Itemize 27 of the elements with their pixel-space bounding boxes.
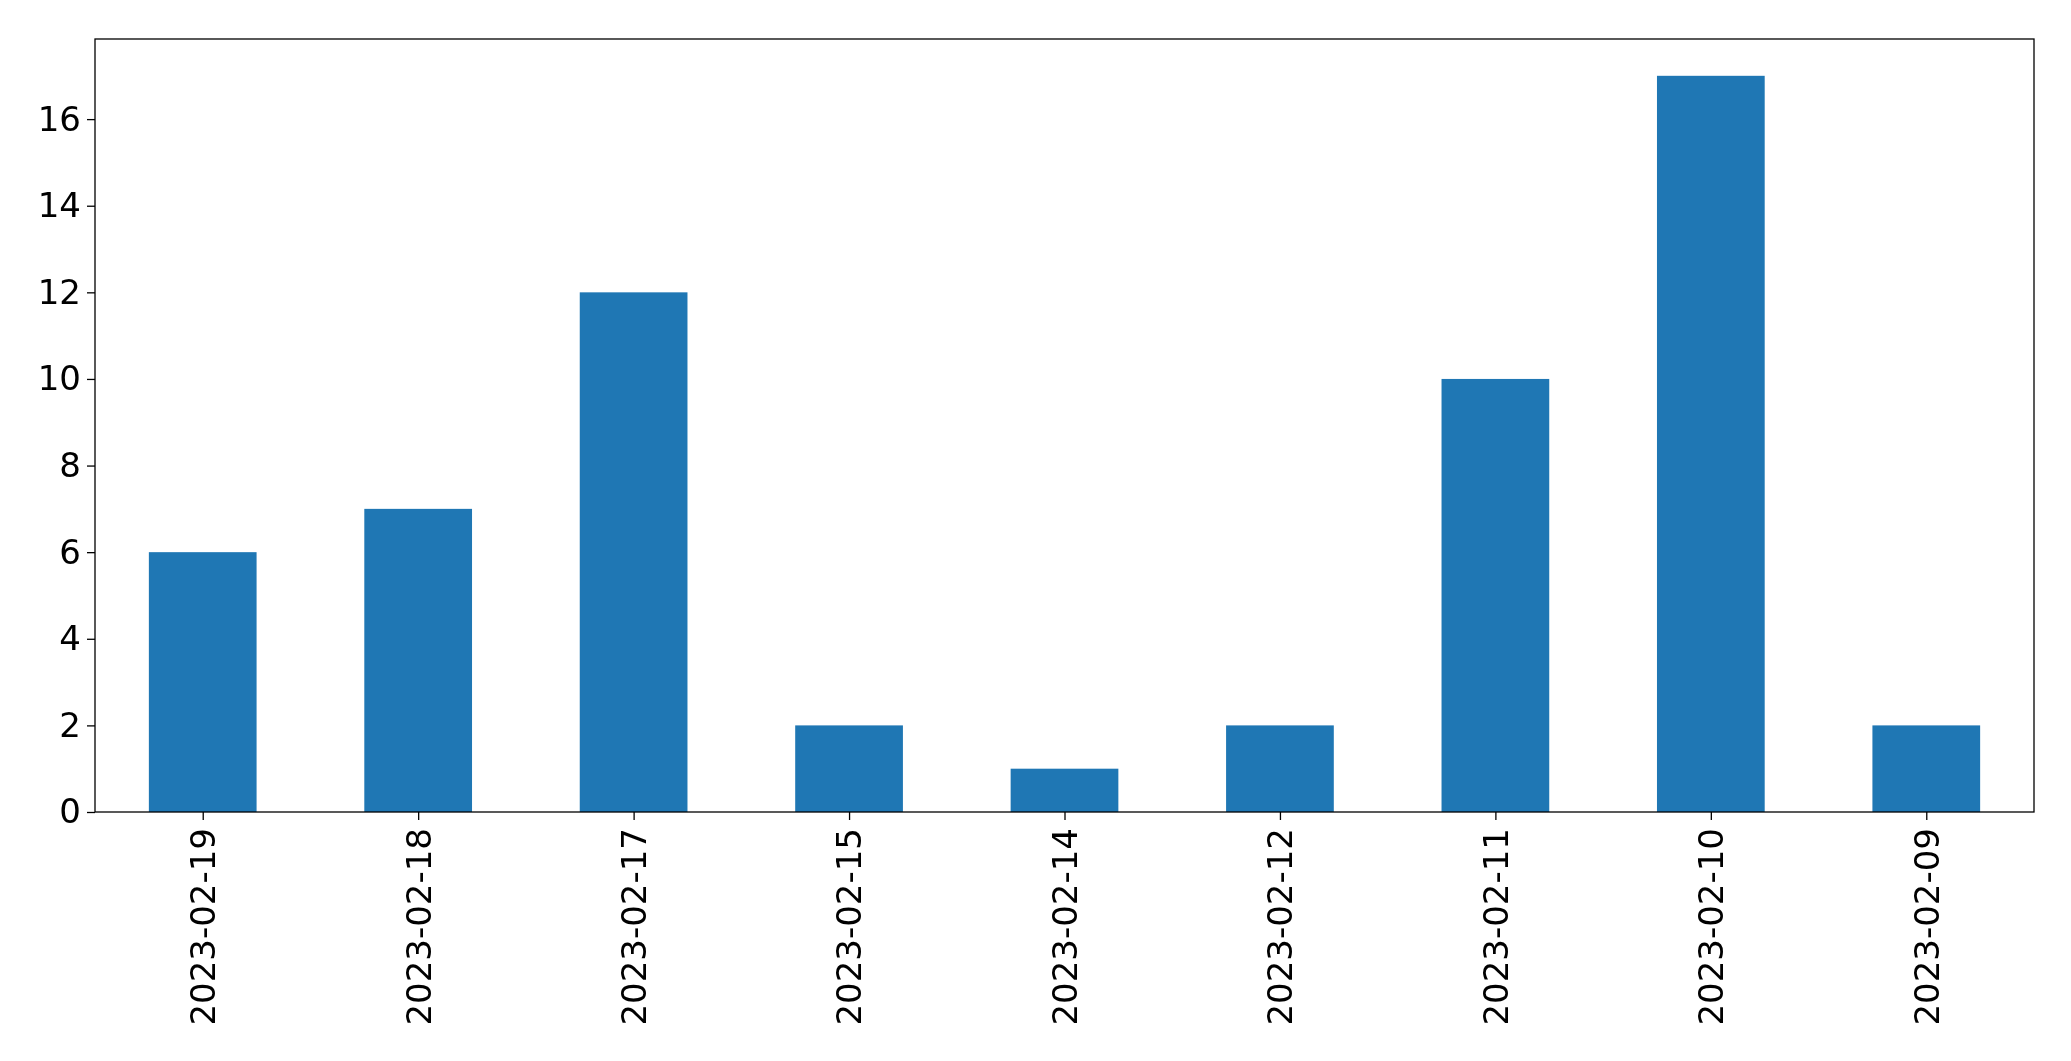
bar — [795, 725, 903, 812]
x-tick-label: 2023-02-14 — [1044, 828, 1085, 1026]
bar — [148, 552, 257, 812]
bar — [1441, 378, 1550, 812]
y-tick-label: 16 — [37, 98, 81, 139]
y-tick-label: 12 — [37, 271, 81, 312]
y-tick-label: 4 — [59, 618, 81, 659]
bar — [1010, 768, 1119, 812]
x-tick-label: 2023-02-09 — [1906, 828, 1947, 1026]
bar — [579, 292, 688, 812]
bar — [1656, 75, 1765, 812]
bar — [1226, 725, 1334, 812]
x-tick-label: 2023-02-12 — [1260, 828, 1301, 1026]
y-tick-label: 10 — [37, 358, 81, 399]
bar — [364, 508, 473, 812]
x-tick-label: 2023-02-10 — [1691, 828, 1732, 1026]
x-tick-label: 2023-02-15 — [829, 828, 870, 1026]
y-tick-label: 14 — [37, 185, 81, 226]
x-tick-label: 2023-02-19 — [183, 828, 224, 1026]
x-tick-label: 2023-02-11 — [1475, 828, 1516, 1026]
bar — [1872, 725, 1981, 812]
x-tick-label: 2023-02-18 — [398, 828, 439, 1026]
y-tick-label: 6 — [59, 531, 81, 572]
y-tick-label: 8 — [59, 444, 81, 485]
x-tick-label: 2023-02-17 — [614, 828, 655, 1026]
y-tick-label: 0 — [59, 791, 81, 832]
y-tick-label: 2 — [59, 704, 81, 745]
